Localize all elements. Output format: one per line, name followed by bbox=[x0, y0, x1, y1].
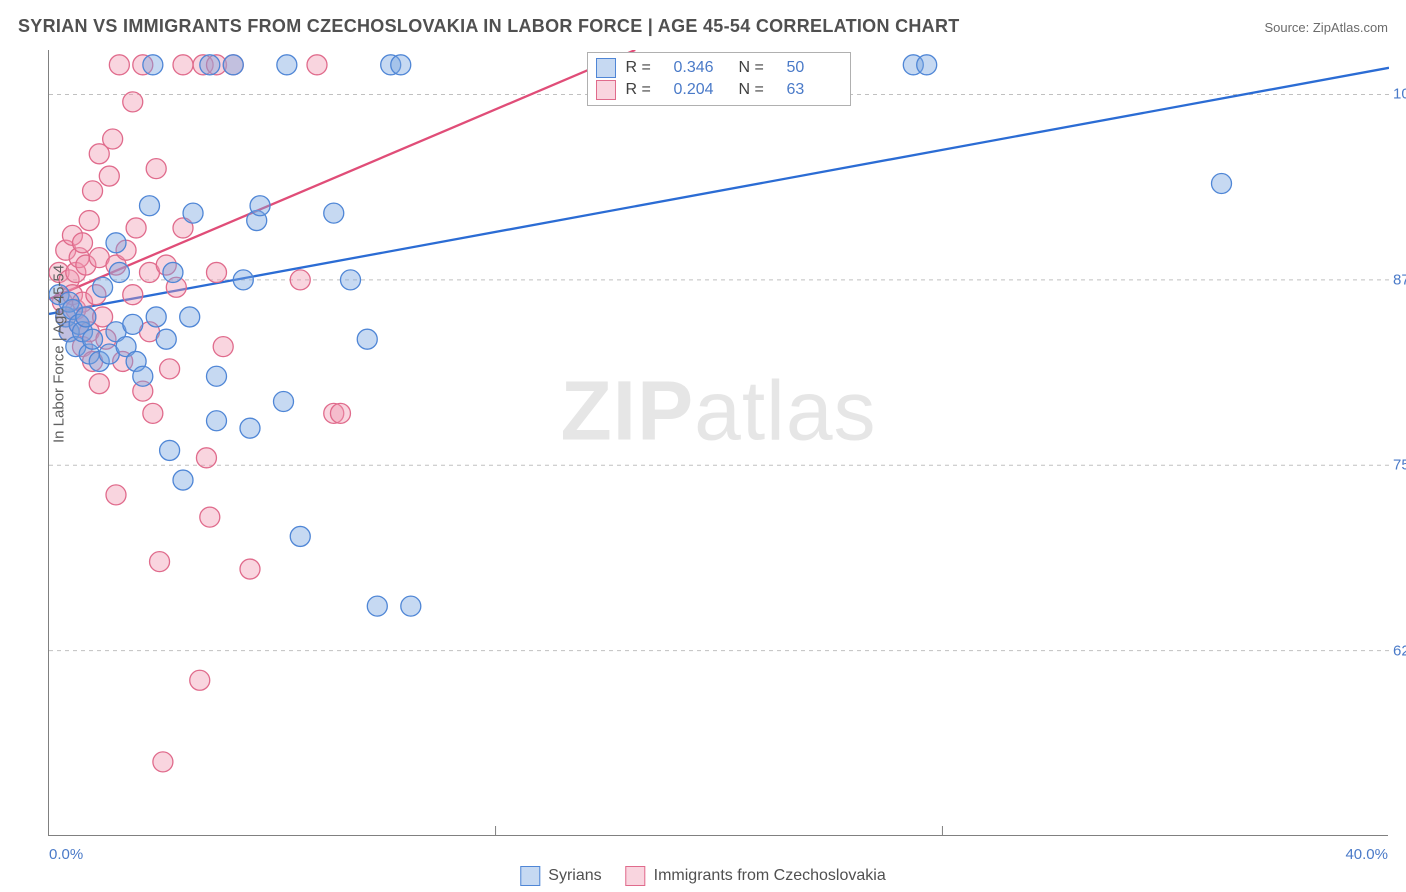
legend-r-label: R = bbox=[626, 59, 664, 77]
y-axis-label: In Labor Force | Age 45-54 bbox=[51, 264, 68, 442]
y-tick-label: 75.0% bbox=[1393, 457, 1406, 474]
legend-n-label: N = bbox=[739, 59, 777, 77]
source-label: Source: ZipAtlas.com bbox=[1264, 20, 1388, 35]
y-tick-label: 62.5% bbox=[1393, 642, 1406, 659]
legend-r-value: 0.346 bbox=[674, 59, 729, 77]
legend-r-value: 0.204 bbox=[674, 81, 729, 99]
series-legend: Syrians Immigrants from Czechoslovakia bbox=[520, 866, 885, 886]
y-tick-label: 100.0% bbox=[1393, 86, 1406, 103]
legend-r-label: R = bbox=[626, 81, 664, 99]
y-tick-label: 87.5% bbox=[1393, 271, 1406, 288]
x-tick-label: 40.0% bbox=[1345, 846, 1388, 863]
chart-container: SYRIAN VS IMMIGRANTS FROM CZECHOSLOVAKIA… bbox=[0, 0, 1406, 892]
legend-row: R = 0.204 N = 63 bbox=[596, 79, 842, 101]
legend-n-value: 50 bbox=[787, 59, 842, 77]
legend-item: Syrians bbox=[520, 866, 601, 886]
x-tick-label: 0.0% bbox=[49, 846, 83, 863]
plot-area: ZIPatlas R =0.346N =50R =0.204N =63 In L… bbox=[48, 50, 1388, 836]
legend-row: R = 0.346 N = 50 bbox=[596, 57, 842, 79]
legend-label: Immigrants from Czechoslovakia bbox=[654, 867, 886, 885]
legend-label: Syrians bbox=[548, 867, 601, 885]
legend-swatch bbox=[596, 80, 616, 100]
legend-swatch bbox=[626, 866, 646, 886]
plot-svg bbox=[49, 50, 1389, 836]
legend-swatch bbox=[596, 58, 616, 78]
legend-item: Immigrants from Czechoslovakia bbox=[626, 866, 886, 886]
legend-swatch bbox=[520, 866, 540, 886]
legend-n-value: 63 bbox=[787, 81, 842, 99]
chart-title: SYRIAN VS IMMIGRANTS FROM CZECHOSLOVAKIA… bbox=[18, 16, 960, 37]
legend-n-label: N = bbox=[739, 81, 777, 99]
correlation-legend: R = 0.346 N = 50 R = 0.204 N = 63 bbox=[587, 52, 851, 106]
